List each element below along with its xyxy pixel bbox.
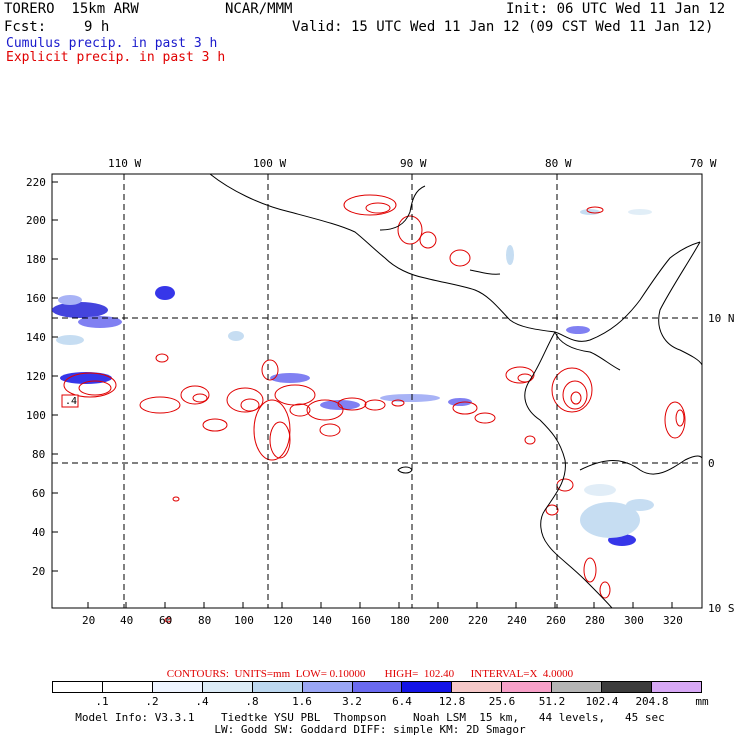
grid-x-label: 220 [468,614,488,627]
grid-y-label: 20 [32,565,46,578]
grid-y-label: 40 [32,526,46,539]
lat-label-10n: 10 N [708,312,735,325]
valid-time: Valid: 15 UTC Wed 11 Jan 12 (09 CST Wed … [292,19,714,35]
grid-x-label: 260 [546,614,566,627]
grid-x-label: 40 [120,614,134,627]
lon-label-70w: 70 W [690,157,717,170]
legend-swatch [53,682,103,692]
legend-swatch [502,682,553,692]
grid-x-label: 200 [429,614,449,627]
grid-y-label: 140 [26,331,46,344]
grid-x-label: 160 [351,614,371,627]
org-label: NCAR/MMM [225,1,293,17]
color-legend [52,681,702,693]
model-title: TORERO 15km ARW [4,1,139,17]
grid-y-label: 80 [32,448,46,461]
grid-y-label: 120 [26,370,46,383]
legend-unit: mm [695,695,709,708]
legend-swatch [302,682,353,692]
legend-swatch [202,682,253,692]
coastlines [209,173,703,609]
grid-y-label: 180 [26,253,46,266]
legend-swatch [152,682,203,692]
grid-x-label: 80 [198,614,212,627]
legend-swatch [352,682,403,692]
contour-label: .4 [65,396,78,407]
grid-x-label: 320 [663,614,683,627]
grid-x-label: 20 [82,614,96,627]
grid-x-label: 300 [624,614,644,627]
legend-label: 6.4 [392,695,412,708]
legend-label: 12.8 [438,695,466,708]
grid-x-label: 240 [507,614,527,627]
legend-swatch [452,682,503,692]
axis-ticks [52,181,673,608]
forecast-hour: 9 h [84,19,110,35]
legend-label: .8 [245,695,259,708]
legend-label: .1 [95,695,109,708]
legend-swatch [402,682,453,692]
grid-x-label: 180 [390,614,410,627]
legend-label: 51.2 [538,695,566,708]
lat-label-0: 0 [708,457,715,470]
legend-swatch [102,682,153,692]
map-frame [51,173,703,609]
contour-label-box [61,394,79,408]
legend-label: .4 [195,695,209,708]
lon-label-90w: 90 W [400,157,427,170]
lon-label-80w: 80 W [545,157,572,170]
init-time: Init: 06 UTC Wed 11 Jan 12 [506,1,726,17]
field-cumulus-label: Cumulus precip. in past 3 h [6,36,218,51]
lat-label-10s: 10 S [708,602,735,615]
model-info-line1: Model Info: V3.3.1 Tiedtke YSU PBL Thomp… [75,711,665,724]
lon-label-100w: 100 W [253,157,287,170]
grid-y-label: 160 [26,292,46,305]
legend-label: .2 [145,695,159,708]
grid-y-label: 200 [26,214,46,227]
grid-x-label: 280 [585,614,605,627]
explicit-precip-contours [63,194,686,623]
field-explicit-label: Explicit precip. in past 3 h [6,50,226,65]
legend-label: 102.4 [585,695,619,708]
lon-label-110w: 110 W [108,157,142,170]
grid-y-label: 60 [32,487,46,500]
legend-label: 3.2 [342,695,362,708]
grid-x-label: 100 [234,614,254,627]
legend-swatch [652,682,701,692]
cumulus-precip-areas [52,209,654,546]
legend-label: 204.8 [635,695,669,708]
graticule [52,174,702,608]
legend-label: 25.6 [488,695,516,708]
legend-swatch [252,682,303,692]
model-info-line2: LW: Godd SW: Goddard DIFF: simple KM: 2D… [214,723,526,736]
contour-info: CONTOURS: UNITS=mm LOW= 0.10000 HIGH= 10… [166,668,574,680]
grid-y-label: 220 [26,176,46,189]
grid-x-label: 60 [159,614,173,627]
legend-label: 1.6 [292,695,312,708]
legend-swatch [552,682,603,692]
grid-y-label: 100 [26,409,46,422]
grid-x-label: 140 [312,614,332,627]
grid-x-label: 120 [273,614,293,627]
legend-swatch [602,682,653,692]
forecast-label: Fcst: [4,19,47,35]
